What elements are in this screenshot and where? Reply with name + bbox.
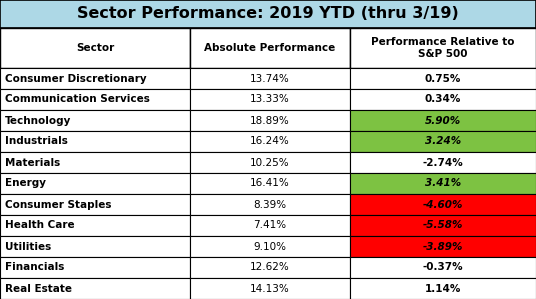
Bar [190, 110, 350, 131]
Text: Sector Performance: 2019 YTD (thru 3/19): Sector Performance: 2019 YTD (thru 3/19) [77, 7, 459, 22]
Bar [0, 257, 190, 278]
Bar [190, 278, 350, 299]
Bar [190, 131, 350, 152]
Bar [350, 152, 536, 173]
Bar [0, 0, 536, 28]
Bar [0, 278, 190, 299]
Bar [0, 152, 190, 173]
Text: Materials: Materials [5, 158, 60, 167]
Text: 12.62%: 12.62% [250, 263, 290, 272]
Text: 16.24%: 16.24% [250, 137, 290, 147]
Bar [0, 89, 190, 110]
Bar [350, 89, 536, 110]
Bar [0, 215, 190, 236]
Text: Performance Relative to
S&P 500: Performance Relative to S&P 500 [371, 37, 515, 59]
Text: 9.10%: 9.10% [254, 242, 287, 251]
Text: 14.13%: 14.13% [250, 283, 290, 294]
Text: 0.75%: 0.75% [425, 74, 461, 83]
Bar [350, 110, 536, 131]
Text: Communication Services: Communication Services [5, 94, 150, 104]
Bar [350, 215, 536, 236]
Text: 1.14%: 1.14% [425, 283, 461, 294]
Bar [190, 89, 350, 110]
Text: Technology: Technology [5, 115, 71, 126]
Bar [190, 68, 350, 89]
Bar [350, 173, 536, 194]
Bar [0, 173, 190, 194]
Text: Health Care: Health Care [5, 220, 75, 231]
Text: 3.41%: 3.41% [425, 179, 461, 188]
Text: Sector: Sector [76, 43, 114, 53]
Bar [0, 131, 190, 152]
Bar [190, 173, 350, 194]
Text: 3.24%: 3.24% [425, 137, 461, 147]
Bar [0, 194, 190, 215]
Bar [350, 278, 536, 299]
Text: Utilities: Utilities [5, 242, 51, 251]
Text: Industrials: Industrials [5, 137, 68, 147]
Text: -2.74%: -2.74% [422, 158, 464, 167]
Text: Financials: Financials [5, 263, 64, 272]
Bar [0, 28, 190, 68]
Bar [350, 257, 536, 278]
Bar [350, 236, 536, 257]
Bar [350, 194, 536, 215]
Text: 13.74%: 13.74% [250, 74, 290, 83]
Bar [190, 236, 350, 257]
Text: 16.41%: 16.41% [250, 179, 290, 188]
Bar [350, 68, 536, 89]
Text: Energy: Energy [5, 179, 46, 188]
Bar [350, 131, 536, 152]
Text: 13.33%: 13.33% [250, 94, 290, 104]
Text: Consumer Discretionary: Consumer Discretionary [5, 74, 147, 83]
Bar [0, 236, 190, 257]
Bar [190, 257, 350, 278]
Text: 18.89%: 18.89% [250, 115, 290, 126]
Text: 8.39%: 8.39% [254, 199, 287, 210]
Text: 7.41%: 7.41% [254, 220, 287, 231]
Text: Real Estate: Real Estate [5, 283, 72, 294]
Text: -3.89%: -3.89% [423, 242, 463, 251]
Text: -4.60%: -4.60% [423, 199, 463, 210]
Bar [190, 152, 350, 173]
Text: 0.34%: 0.34% [425, 94, 461, 104]
Text: Consumer Staples: Consumer Staples [5, 199, 111, 210]
Bar [350, 28, 536, 68]
Text: -0.37%: -0.37% [423, 263, 463, 272]
Text: -5.58%: -5.58% [423, 220, 463, 231]
Bar [190, 28, 350, 68]
Bar [0, 68, 190, 89]
Bar [0, 110, 190, 131]
Bar [190, 194, 350, 215]
Bar [190, 215, 350, 236]
Text: Absolute Performance: Absolute Performance [204, 43, 336, 53]
Text: 5.90%: 5.90% [425, 115, 461, 126]
Text: 10.25%: 10.25% [250, 158, 290, 167]
